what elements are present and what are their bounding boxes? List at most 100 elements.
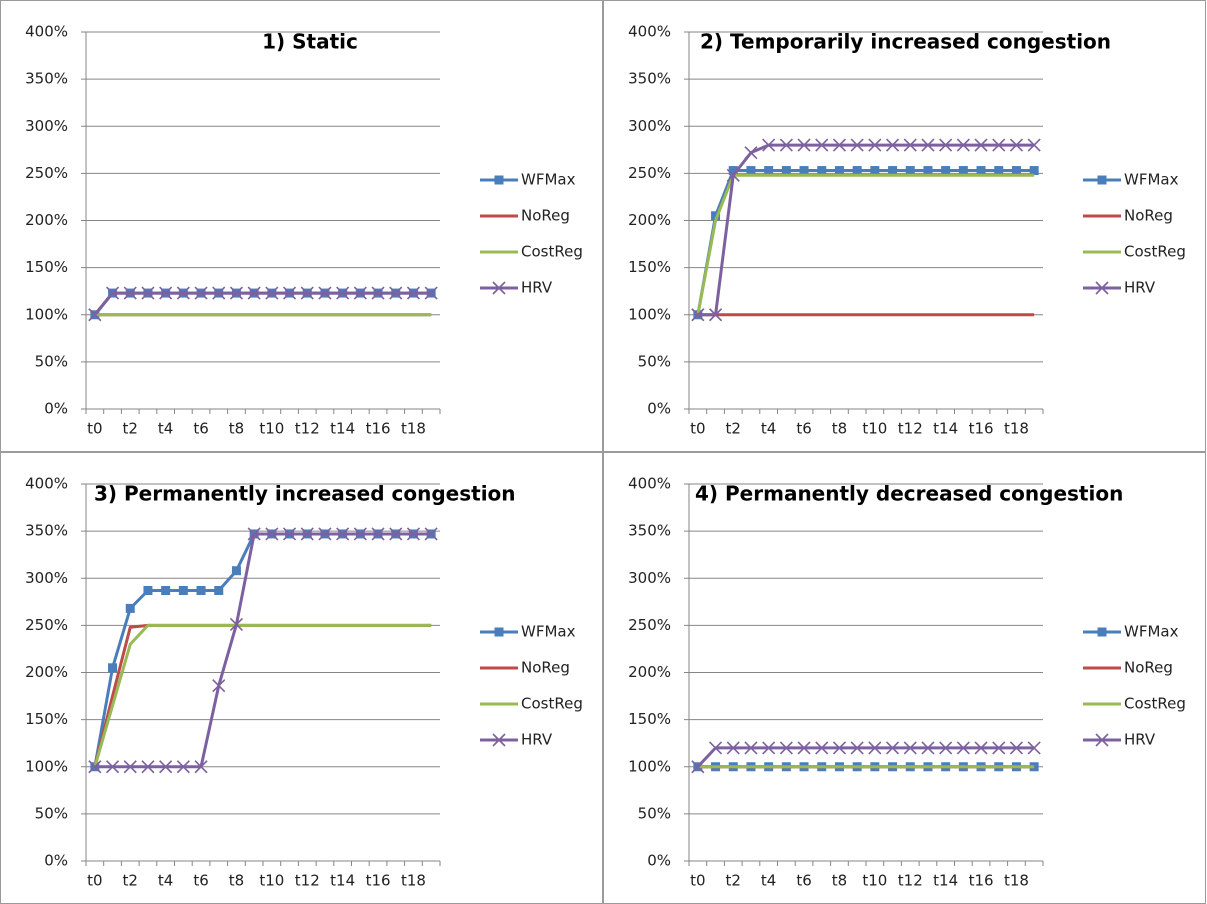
x-tick-label: t2 [726,872,741,890]
y-tick-label: 350% [628,70,671,88]
x-tick-label: t18 [1004,420,1029,438]
series-line [93,291,432,316]
marker [834,166,844,176]
y-tick-label: 50% [638,352,671,370]
marker [779,741,793,755]
marker [424,527,438,541]
x-tick-label: t10 [259,420,284,438]
x-tick-label: t8 [229,420,244,438]
marker [691,308,705,322]
y-tick-label: 100% [628,757,671,775]
marker [336,286,350,300]
y-tick-label: 200% [25,663,68,681]
x-tick-label: t16 [969,420,994,438]
marker [885,138,900,152]
marker [123,286,137,300]
y-tick-label: 100% [628,305,671,323]
marker [318,286,332,300]
y-tick-label: 300% [628,569,671,587]
y-tick-label: 0% [647,852,671,870]
marker [994,166,1004,176]
marker [921,741,935,755]
marker [903,138,917,152]
marker [176,760,190,774]
x-tick-label: t18 [1004,872,1029,890]
x-tick-label: t10 [862,872,887,890]
marker [885,741,900,755]
marker [212,286,226,300]
legend-label: NoReg [1124,207,1173,225]
series-line [93,623,432,768]
chart-title: 3) Permanently increased congestion [94,482,516,506]
y-tick-label: 400% [25,475,68,493]
legend-marker [492,281,506,295]
series-line [697,143,1035,317]
marker [353,286,367,300]
y-tick-label: 200% [628,663,671,681]
marker [708,741,723,755]
marker [852,166,862,176]
x-tick-label: t2 [123,420,138,438]
y-tick-label: 200% [25,211,68,229]
marker [336,527,350,541]
marker [762,138,776,152]
marker [691,760,705,774]
y-tick-label: 350% [628,522,671,540]
x-tick-label: t4 [761,872,776,890]
marker [214,586,224,596]
panel-border [603,0,1206,452]
y-tick-label: 250% [628,164,671,182]
x-tick-label: t6 [193,872,208,890]
marker [389,527,403,541]
marker [941,166,951,176]
y-tick-label: 400% [25,23,68,41]
y-tick-label: 200% [628,211,671,229]
x-tick-label: t10 [862,420,887,438]
marker [1027,138,1041,152]
marker [105,760,120,774]
y-tick-label: 0% [44,852,68,870]
marker [176,286,190,300]
legend-marker [494,175,504,185]
marker [282,286,297,300]
marker [141,286,155,300]
marker [1009,138,1024,152]
series-line [94,532,432,769]
marker [992,138,1006,152]
marker [178,586,188,596]
legend-label: WFMax [521,171,576,189]
marker [353,527,367,541]
marker [799,166,809,176]
y-tick-label: 50% [35,352,68,370]
x-tick-label: t4 [158,420,173,438]
marker [1029,166,1039,176]
panel-border [0,0,603,452]
y-tick-label: 300% [25,569,68,587]
series-line [696,173,1035,316]
legend-label: WFMax [1124,623,1179,641]
marker [870,166,880,176]
x-tick-label: t0 [87,872,102,890]
x-tick-label: t8 [229,872,244,890]
legend-label: HRV [1124,279,1156,297]
marker [88,308,102,322]
marker [212,679,226,693]
marker [817,166,827,176]
marker [764,166,774,176]
marker [300,527,314,541]
legend-label: NoReg [1124,659,1173,677]
y-tick-label: 400% [628,23,671,41]
x-tick-label: t14 [330,420,355,438]
marker [108,663,118,673]
marker [424,286,438,300]
marker [992,741,1006,755]
marker [141,760,155,774]
y-tick-label: 0% [44,400,68,418]
marker [779,138,793,152]
x-tick-label: t16 [366,872,391,890]
marker [939,138,953,152]
y-tick-label: 350% [25,70,68,88]
marker [939,741,953,755]
